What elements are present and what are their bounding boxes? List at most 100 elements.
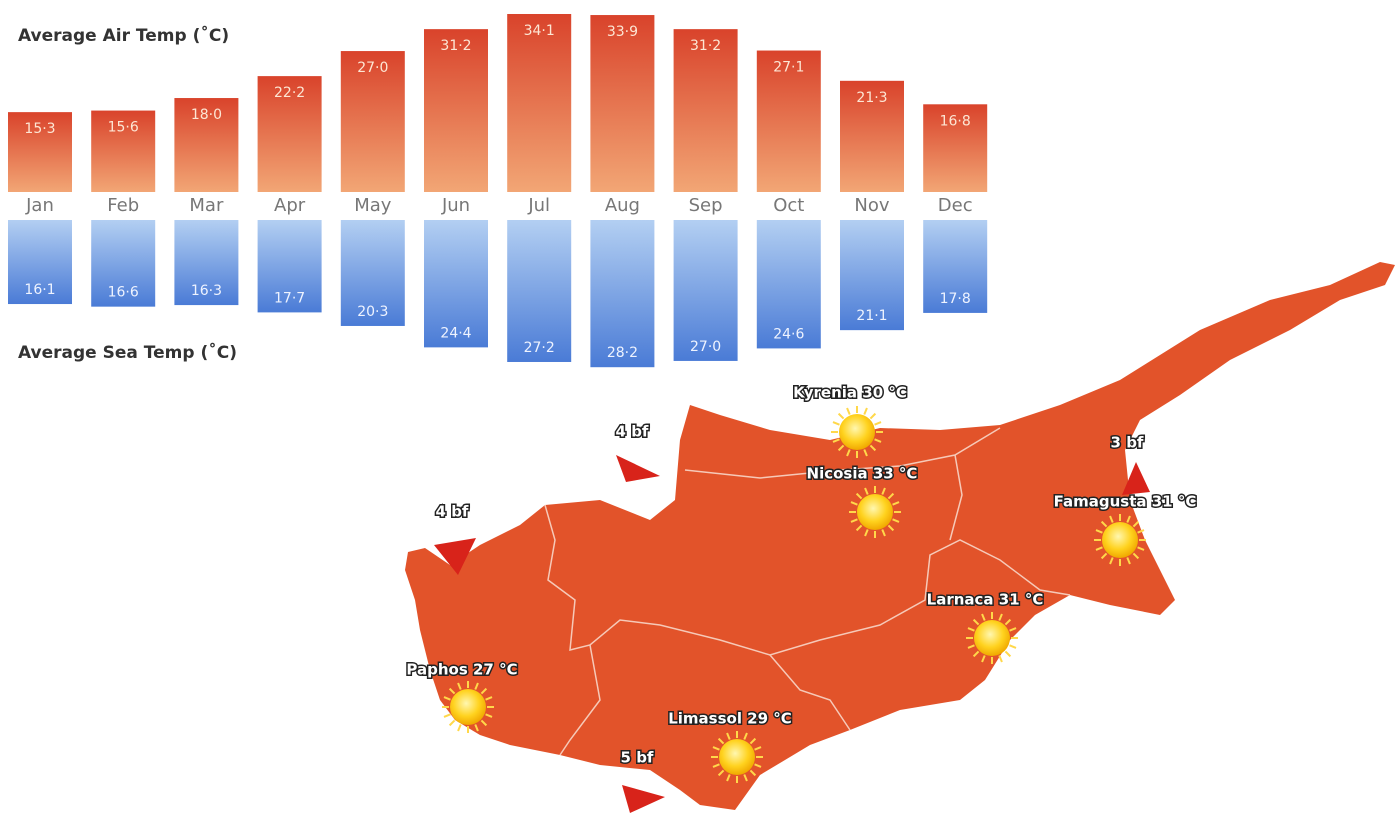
sun-ray [754, 746, 762, 751]
month-label: Jan [25, 195, 54, 216]
sun-ray [443, 713, 451, 718]
sun-ray [1132, 552, 1140, 560]
sun-ray [480, 687, 488, 695]
sea-value-label: 17·8 [940, 291, 971, 307]
sea-value-label: 24·4 [440, 325, 471, 341]
sun-ray [863, 449, 868, 457]
sea-title: Average Sea Temp (˚C) [18, 341, 237, 363]
sun-ray [457, 724, 462, 732]
sun-ray [855, 492, 863, 500]
month-label: Dec [938, 195, 973, 216]
air-bar [507, 13, 572, 192]
sun-ray [850, 501, 858, 506]
sea-bar [673, 220, 738, 361]
sun-ray [1004, 650, 1012, 658]
air-value-label: 15·6 [108, 120, 139, 136]
city-label: Nicosia 33 °C [807, 465, 918, 483]
sun-ray [1109, 557, 1114, 565]
sun-ray [1009, 644, 1017, 649]
city-label: Larnaca 31 °C [927, 591, 1044, 609]
month-label: Sep [689, 195, 723, 216]
sun-icon [849, 486, 901, 538]
cyprus-map: Kyrenia 30 °C Nicosia 33 °C Famagusta 31 °… [405, 262, 1395, 813]
sea-bar [424, 220, 488, 348]
sun-ray [887, 524, 895, 532]
month-label: Feb [107, 195, 139, 216]
wind-label: 3 bf [1111, 434, 1144, 452]
sun-ray [837, 444, 845, 452]
city-label: Limassol 29 °C [668, 710, 792, 728]
sea-value-label: 20·3 [357, 304, 388, 320]
sea-bar [756, 220, 821, 349]
sun-ray [749, 737, 757, 745]
air-value-label: 33·9 [607, 24, 638, 40]
sea-value-label: 16·6 [108, 285, 139, 301]
air-bar [174, 98, 239, 192]
sun-ray [864, 487, 869, 495]
sun-icon [831, 406, 883, 458]
sun-ray [1095, 529, 1103, 534]
air-value-label: 34·1 [524, 23, 555, 39]
sun-ray [1100, 552, 1108, 560]
wind-label: 4 bf [616, 423, 649, 441]
wind-label: 4 bf [436, 503, 469, 521]
sun-ray [1109, 515, 1114, 523]
sun-ray [474, 724, 479, 732]
sun-ray [981, 655, 986, 663]
sun-ray [754, 763, 762, 768]
sun-ray [712, 763, 720, 768]
island [405, 262, 1395, 810]
sun-ray [967, 627, 975, 632]
sun [857, 494, 893, 530]
sun-ray [846, 449, 851, 457]
sun-ray [869, 444, 877, 452]
wind-arrow [434, 538, 476, 575]
sun-ray [485, 713, 493, 718]
sun [1102, 522, 1138, 558]
sun-ray [717, 737, 725, 745]
sea-bar [340, 220, 405, 326]
air-value-label: 15·3 [24, 121, 55, 137]
sun-ray [892, 518, 900, 523]
sun-ray [972, 618, 980, 626]
air-bar [923, 104, 988, 192]
sea-value-label: 16·3 [191, 283, 222, 299]
air-value-label: 27·1 [773, 60, 804, 76]
sun-ray [874, 421, 882, 426]
month-label: May [354, 195, 392, 216]
sun-icon [966, 612, 1018, 664]
sun-ray [749, 769, 757, 777]
wind-arrow [616, 455, 660, 482]
air-value-label: 18·0 [191, 107, 222, 123]
sun [839, 414, 875, 450]
sun [974, 620, 1010, 656]
air-bar [756, 50, 821, 193]
sea-bar [507, 220, 572, 362]
sea-value-label: 21·1 [856, 308, 887, 324]
sun-ray [846, 407, 851, 415]
air-bar [257, 76, 322, 192]
sea-bar [91, 220, 156, 307]
sun-ray [972, 650, 980, 658]
sun [450, 689, 486, 725]
sea-bar [8, 220, 72, 305]
air-bar [340, 51, 405, 193]
air-bar [590, 15, 655, 193]
sun-ray [874, 438, 882, 443]
city-label: Paphos 27 °C [406, 661, 517, 679]
month-label: Oct [773, 195, 804, 216]
sea-value-label: 17·7 [274, 290, 305, 306]
air-value-label: 16·8 [940, 113, 971, 129]
city-label: Kyrenia 30 °C [793, 384, 907, 402]
sea-value-label: 24·6 [773, 326, 804, 342]
sun-ray [1132, 520, 1140, 528]
district-borders [544, 427, 1071, 756]
sea-value-label: 16·1 [24, 282, 55, 298]
sun-ray [448, 687, 456, 695]
sun [719, 739, 755, 775]
air-bar [840, 80, 904, 192]
sun-ray [887, 492, 895, 500]
sun-ray [743, 732, 748, 740]
sea-bar [174, 220, 239, 306]
